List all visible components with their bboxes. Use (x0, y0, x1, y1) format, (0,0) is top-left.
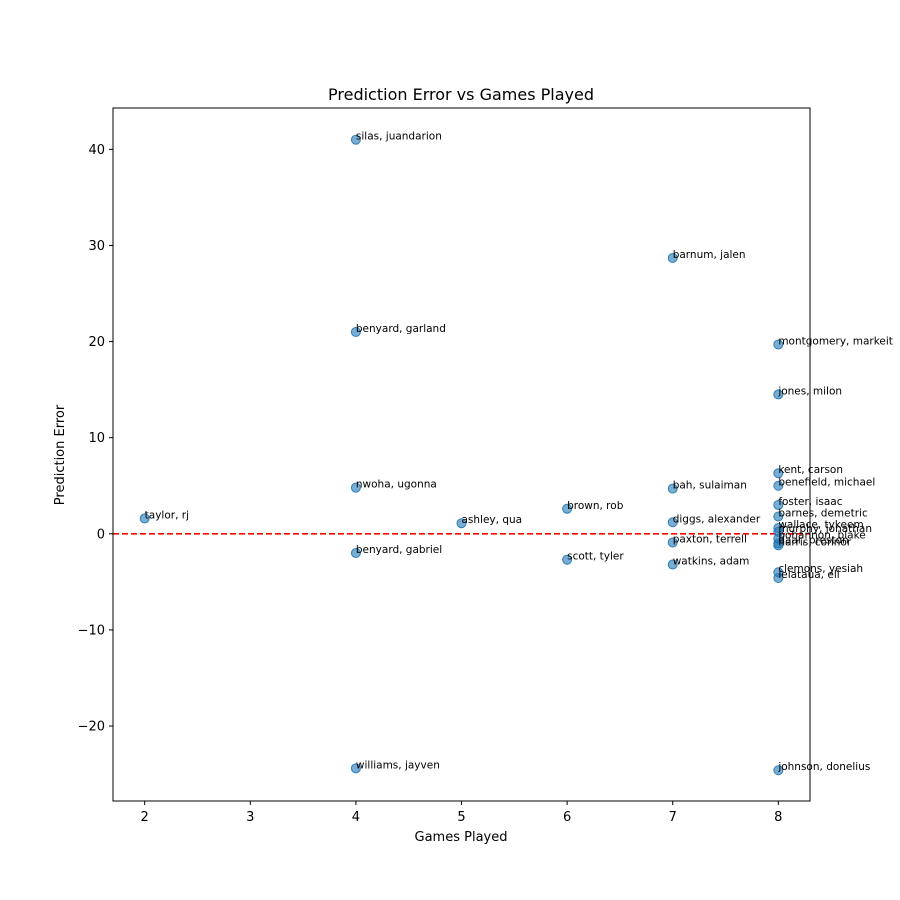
y-tick-label: 20 (88, 335, 105, 350)
data-point-label: wallace, tykeem (778, 519, 863, 531)
data-point-label: williams, jayven (356, 759, 440, 771)
data-point (350, 763, 361, 774)
data-point-label: barnum, jalen (673, 249, 746, 261)
data-point-label: watkins, adam (673, 556, 750, 568)
data-point (773, 573, 784, 584)
data-point (773, 765, 784, 776)
data-point (667, 559, 678, 570)
data-point-label: benyard, garland (356, 323, 446, 335)
data-point-label: diggs, alexander (673, 513, 761, 525)
data-point (773, 339, 784, 350)
data-point (773, 480, 784, 491)
chart-title: Prediction Error vs Games Played (328, 85, 594, 104)
x-tick-label: 7 (669, 810, 677, 825)
data-point-label: murphy, jonathan (778, 523, 872, 535)
x-tick-label: 2 (141, 810, 149, 825)
data-point (350, 548, 361, 559)
data-point (773, 540, 784, 551)
data-point-label: taylor, rj (145, 509, 189, 521)
data-point-label: bohannon, blake (778, 530, 865, 542)
y-tick-label: 30 (88, 239, 105, 254)
data-point-label: benyard, gabriel (356, 544, 442, 556)
data-point (773, 389, 784, 400)
data-point (350, 482, 361, 493)
data-point (773, 468, 784, 479)
data-point (139, 513, 150, 524)
x-tick-label: 4 (352, 810, 360, 825)
data-point-label: benefield, michael (778, 477, 875, 489)
y-tick-label: 0 (97, 527, 105, 542)
x-tick-label: 5 (457, 810, 465, 825)
data-point (667, 252, 678, 263)
data-point (773, 511, 784, 522)
y-tick-label: −20 (78, 720, 105, 735)
y-tick-label: 10 (88, 431, 105, 446)
data-point-label: harris, connor (778, 536, 852, 548)
data-point (350, 134, 361, 145)
data-point (350, 326, 361, 337)
data-point (667, 517, 678, 528)
x-tick-label: 3 (246, 810, 254, 825)
data-point-label: clemons, yesiah (778, 563, 863, 575)
data-point-label: daar, preston (778, 534, 848, 546)
data-point-label: foster, isaac (778, 496, 842, 508)
data-point-label: montgomery, markeit (778, 335, 893, 347)
data-point (562, 503, 573, 514)
data-point-label: scott, tyler (567, 551, 624, 563)
y-tick-label: 40 (88, 143, 105, 158)
data-point-label: ashley, qua (462, 514, 523, 526)
data-point-label: silas, juandarion (356, 131, 442, 143)
data-point (562, 554, 573, 565)
data-point-label: brown, rob (567, 500, 624, 512)
data-point (667, 483, 678, 494)
data-point-label: nwoha, ugonna (356, 479, 437, 491)
data-point-label: paxton, terrell (673, 533, 747, 545)
data-point-label: barnes, demetric (778, 507, 868, 519)
y-tick-label: −10 (78, 623, 105, 638)
data-point-label: johnson, donelius (777, 761, 870, 773)
data-point-label: leiataua, eli (778, 569, 839, 581)
data-point (667, 537, 678, 548)
plot-area: silas, juandarion barnum, jalen benyard, g… (113, 131, 893, 776)
y-axis-label: Prediction Error (53, 404, 68, 505)
data-point (456, 518, 467, 529)
data-point-label: kent, carson (778, 464, 843, 476)
x-axis-label: Games Played (415, 830, 508, 845)
data-point-label: bah, sulaiman (673, 480, 747, 492)
data-point (773, 499, 784, 510)
x-tick-label: 8 (774, 810, 782, 825)
x-tick-label: 6 (563, 810, 571, 825)
